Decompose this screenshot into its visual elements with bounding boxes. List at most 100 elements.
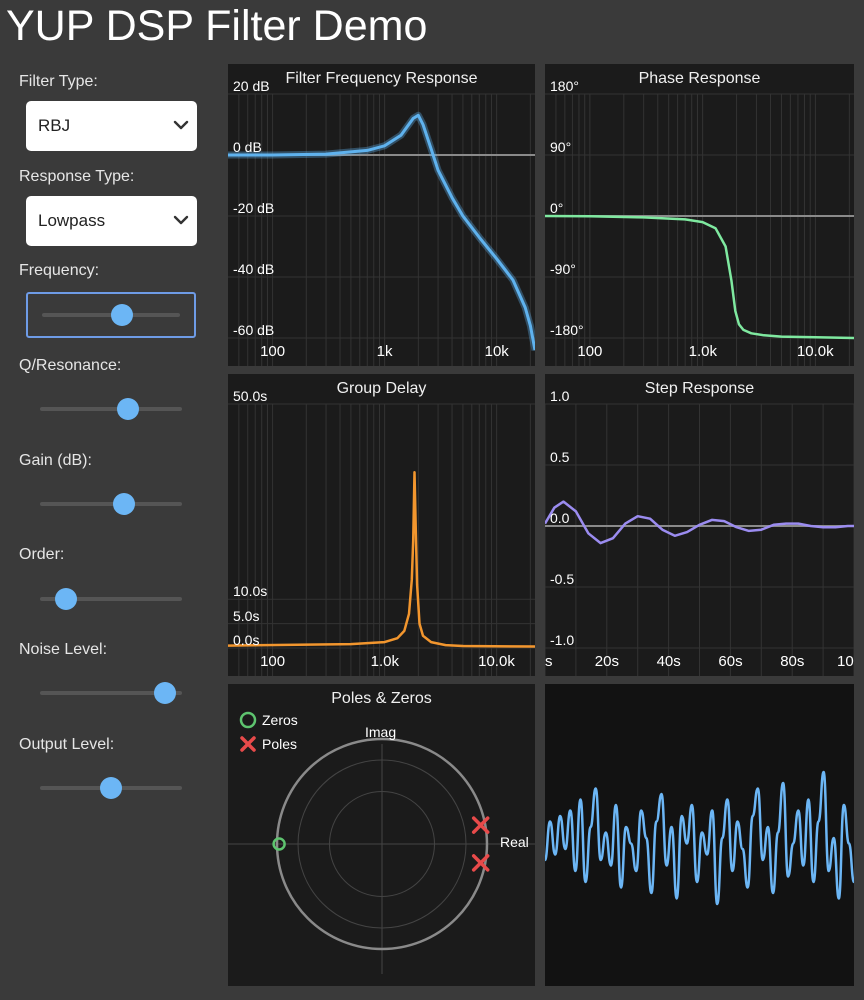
y-tick-label: 5.0s <box>233 607 260 624</box>
slider-thumb[interactable] <box>153 682 176 704</box>
pole-marker <box>471 816 490 834</box>
series-line <box>545 214 854 340</box>
slider-thumb[interactable] <box>54 588 77 610</box>
filter-type-value: RBJ <box>38 116 71 135</box>
poles-zeros-plot <box>228 711 535 974</box>
chart-title: Filter Frequency Response <box>285 70 478 87</box>
legend-zeros-label: Zeros <box>262 712 298 728</box>
legend-poles-label: Poles <box>262 736 298 752</box>
grid-circle <box>329 791 435 897</box>
app-title: YUP DSP Filter Demo <box>6 2 428 50</box>
x-tick-label: 10 <box>837 653 854 670</box>
x-tick-label: 100 <box>577 343 603 360</box>
noise-level-label: Noise Level: <box>19 641 108 658</box>
y-tick-label: 0.0s <box>233 632 260 648</box>
response-type-label: Response Type: <box>19 168 135 185</box>
cross-icon <box>240 736 256 752</box>
group-delay-plot <box>228 403 535 676</box>
response-type-dropdown[interactable]: Lowpass <box>26 196 197 246</box>
slider-track[interactable] <box>40 502 182 506</box>
y-tick-label: 0° <box>550 200 564 216</box>
x-tick-label: 40s <box>656 653 681 670</box>
phase-response-panel: Phase Response 180° 90° 0° -90° -180° 100 1.0k… <box>545 64 854 366</box>
unit-circle <box>275 737 489 951</box>
grid-circle <box>297 759 467 929</box>
x-tick-label: 20s <box>594 653 619 670</box>
circle-icon <box>239 711 257 729</box>
pole-marker <box>471 854 490 872</box>
phase-response-plot <box>545 93 854 366</box>
y-tick-label: 180° <box>550 78 579 94</box>
step-response-panel: Step Response 1.0 0.5 0.0 -0.5 -1.0 s 20s 40s 60… <box>545 374 854 676</box>
filter-type-dropdown[interactable]: RBJ <box>26 101 197 151</box>
y-tick-label: -40 dB <box>233 261 275 277</box>
response-type-value: Lowpass <box>38 211 106 230</box>
y-tick-label: -90° <box>550 261 576 277</box>
order-slider[interactable] <box>26 576 196 622</box>
output-waveform-plot <box>545 770 854 906</box>
slider-thumb[interactable] <box>100 777 122 799</box>
gain-label: Gain (dB): <box>19 452 92 469</box>
chart-title: Poles & Zeros <box>331 690 432 707</box>
y-tick-label: 0.5 <box>550 449 570 465</box>
chart-title: Phase Response <box>638 70 761 87</box>
x-tick-label: 80s <box>780 653 805 670</box>
frequency-label: Frequency: <box>19 262 100 279</box>
noise-level-slider[interactable] <box>26 670 196 716</box>
chevron-down-icon <box>173 215 189 225</box>
y-tick-label: -0.5 <box>550 571 575 587</box>
series-line <box>228 471 535 648</box>
y-tick-label: -60 dB <box>233 322 275 338</box>
y-tick-label: -180° <box>550 322 584 338</box>
series-line <box>545 500 854 545</box>
slider-track[interactable] <box>40 691 182 695</box>
x-tick-label: 100 <box>260 653 286 670</box>
slider-thumb[interactable] <box>112 493 135 515</box>
slider-track[interactable] <box>42 313 180 317</box>
y-tick-label: 0 dB <box>233 139 262 155</box>
slider-track[interactable] <box>40 407 182 411</box>
x-tick-label: 1k <box>376 343 393 360</box>
output-waveform-panel <box>545 684 854 986</box>
frequency-slider[interactable] <box>26 292 196 338</box>
chart-title: Step Response <box>644 380 755 397</box>
y-tick-label: 10.0s <box>233 583 268 600</box>
frequency-response-panel: Filter Frequency Response 20 dB 0 dB -20 d… <box>228 64 535 366</box>
slider-track[interactable] <box>40 597 182 601</box>
chart-title: Group Delay <box>336 380 427 397</box>
x-tick-label: 1.0k <box>688 343 717 360</box>
frequency-response-plot <box>228 93 535 366</box>
step-response-plot <box>545 403 854 676</box>
slider-thumb[interactable] <box>111 304 134 326</box>
real-axis-label: Real <box>500 834 529 850</box>
order-label: Order: <box>19 546 65 563</box>
x-tick-label: 10k <box>484 343 509 360</box>
waveform-line <box>545 770 854 906</box>
x-tick-label: 10.0k <box>796 343 834 360</box>
poles-zeros-panel: Poles & Zeros Zeros Poles Imag Real <box>228 684 535 986</box>
x-tick-label: 60s <box>718 653 743 670</box>
imag-axis-label: Imag <box>365 724 397 740</box>
slider-thumb[interactable] <box>117 398 140 420</box>
zero-marker <box>272 837 286 851</box>
q-resonance-slider[interactable] <box>26 386 196 432</box>
filter-type-label: Filter Type: <box>19 73 98 90</box>
x-tick-label: s <box>545 653 553 670</box>
group-delay-panel: Group Delay 50.0s 10.0s 5.0s 0.0s 100 1.0k 10.… <box>228 374 535 676</box>
y-tick-label: 50.0s <box>233 388 268 404</box>
y-tick-label: -1.0 <box>550 632 575 648</box>
output-level-label: Output Level: <box>19 736 115 753</box>
gain-slider[interactable] <box>26 481 196 527</box>
y-tick-label: 1.0 <box>550 388 570 404</box>
y-tick-label: 90° <box>550 139 572 155</box>
output-level-slider[interactable] <box>26 765 196 811</box>
y-tick-label: -20 dB <box>233 200 275 216</box>
y-tick-label: 0.0 <box>550 510 570 526</box>
x-tick-label: 1.0k <box>370 653 399 670</box>
series-glow <box>228 111 535 351</box>
x-tick-label: 100 <box>260 343 286 360</box>
x-tick-label: 10.0k <box>478 653 515 670</box>
q-resonance-label: Q/Resonance: <box>19 357 122 374</box>
y-tick-label: 20 dB <box>233 78 270 94</box>
series-line <box>228 113 535 351</box>
